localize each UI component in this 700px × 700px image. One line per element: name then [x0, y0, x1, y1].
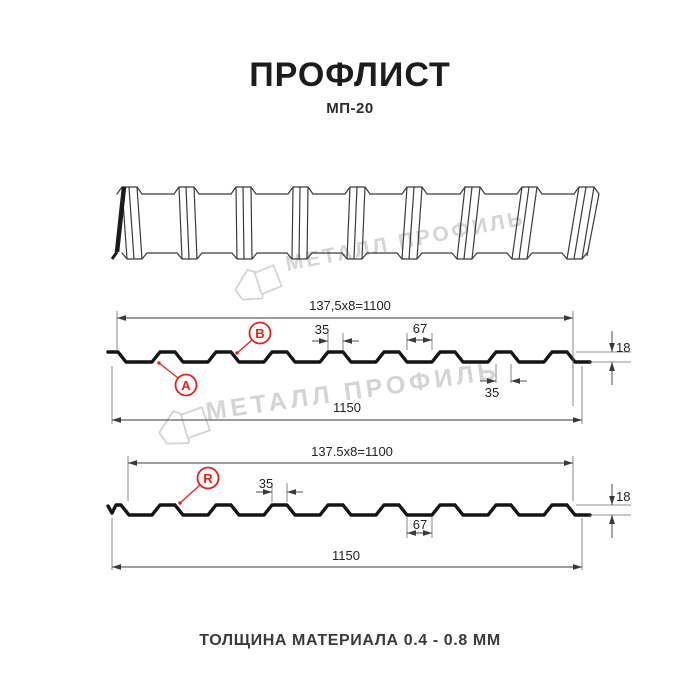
dim-height-ab: 18 [616, 340, 630, 355]
callout-b-circle [248, 321, 272, 345]
dim-overall-ab: 1150 [333, 400, 361, 415]
profile-3d-view [110, 186, 600, 260]
metal-profile-logo-icon [158, 406, 211, 445]
cross-section-r [106, 456, 631, 570]
dim-valley-ab: 67 [413, 321, 427, 336]
dim-overall-r: 1150 [332, 548, 360, 563]
metal-profile-logo-icon [234, 264, 283, 301]
dim-pitch-total-r: 137.5x8=1100 [311, 444, 393, 459]
dim-rib-top-r: 35 [259, 476, 273, 491]
callouts: A B R [174, 321, 272, 490]
dim-valley-r: 67 [413, 517, 427, 532]
callout-b-label: B [255, 326, 264, 341]
callout-r-label: R [203, 471, 213, 486]
cross-section-ab [106, 311, 631, 424]
material-thickness-note: ТОЛЩИНА МАТЕРИАЛА 0.4 - 0.8 ММ [199, 632, 501, 649]
dim-height-r: 18 [616, 489, 630, 504]
dimension-labels: 137,5x8=1100 35 67 35 18 1150 137.5x8=11… [259, 298, 631, 563]
callout-a-circle [174, 373, 198, 397]
dim-pitch-total-ab: 137,5x8=1100 [309, 298, 391, 313]
dim-rib-top-ab: 35 [315, 322, 329, 337]
profile-model-label: МП-20 [326, 100, 374, 117]
callout-r-circle [196, 466, 220, 490]
dim-rib-bottom-ab: 35 [485, 385, 499, 400]
callout-a-label: A [181, 378, 191, 393]
page-title: ПРОФЛИСТ [249, 56, 451, 94]
